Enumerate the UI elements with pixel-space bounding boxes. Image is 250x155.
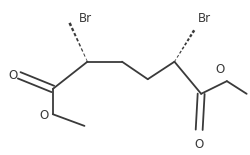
Text: O: O (194, 138, 203, 151)
Text: O: O (215, 63, 224, 76)
Text: Br: Br (78, 12, 91, 25)
Text: Br: Br (198, 12, 210, 25)
Text: O: O (40, 109, 49, 122)
Text: O: O (8, 69, 17, 82)
